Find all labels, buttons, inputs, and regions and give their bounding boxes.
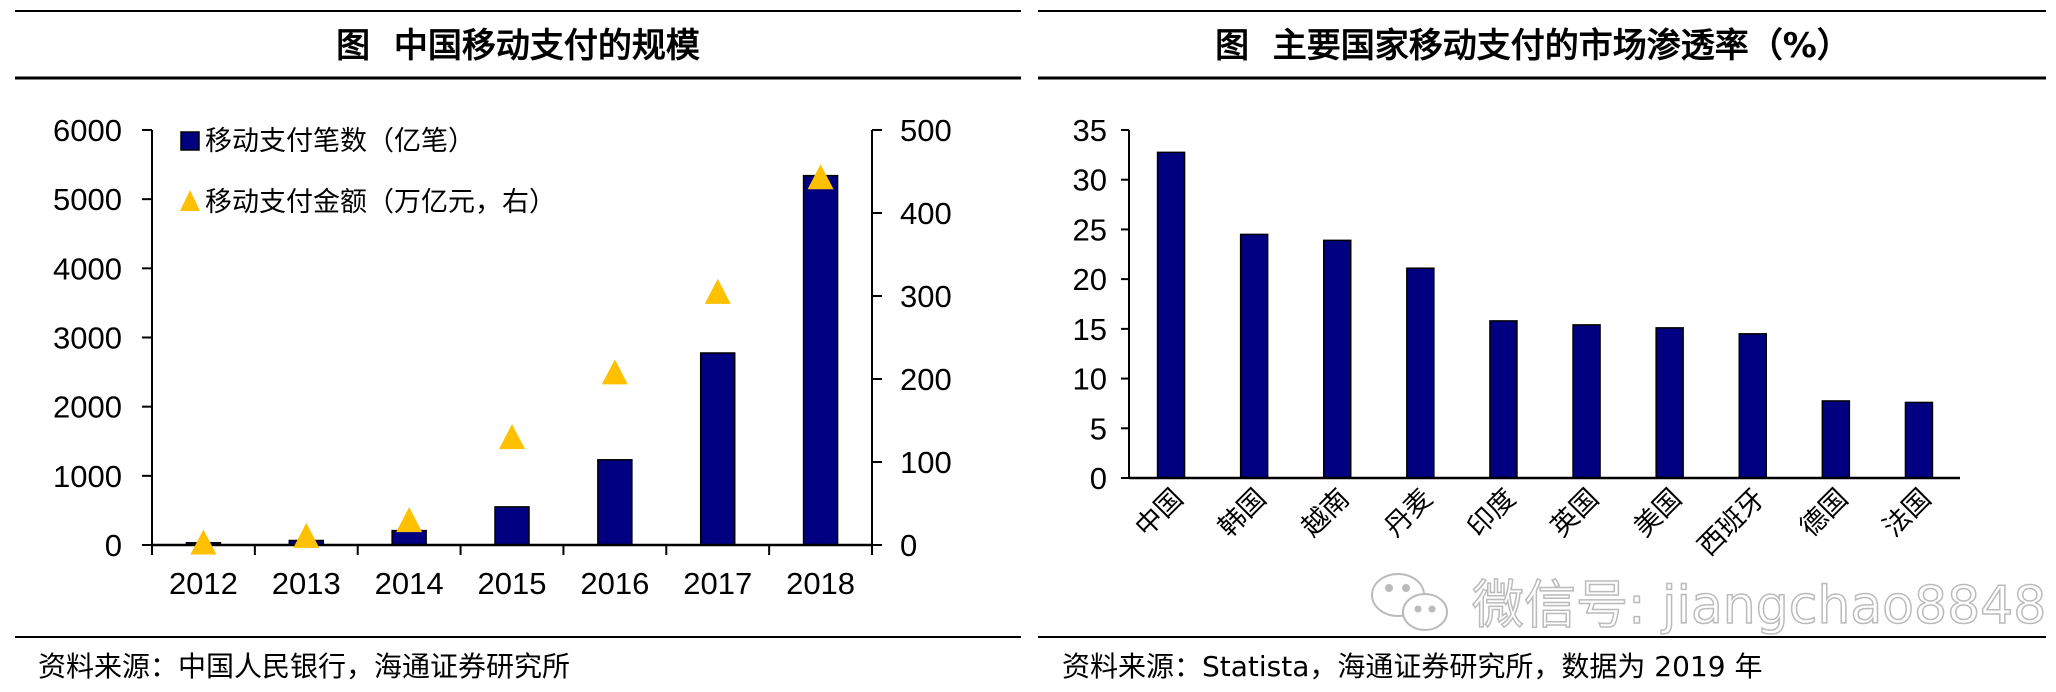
right-y-tick-label: 400 xyxy=(900,196,952,231)
marker-2018 xyxy=(807,164,834,190)
x-tick-label: 德国 xyxy=(1794,483,1854,543)
bar-中国 xyxy=(1156,151,1186,479)
bar-2017 xyxy=(699,352,736,546)
right-chart-title: 图 主要国家移动支付的市场渗透率（%） xyxy=(1215,26,1851,66)
bar-2016 xyxy=(597,459,633,546)
legend-bar-swatch xyxy=(180,131,200,151)
marker-2015 xyxy=(499,424,525,450)
bar-越南 xyxy=(1323,239,1352,479)
marker-2016 xyxy=(601,359,628,385)
legend-triangle-swatch xyxy=(180,190,200,211)
right-y-tick-label: 300 xyxy=(900,279,952,314)
left-plot: 0 1000 2000 3000 4000 5000 6000 0 100 200 300 400 50… xyxy=(53,113,952,601)
bar-西班牙 xyxy=(1738,333,1767,479)
x-tick-label: 2018 xyxy=(786,566,855,601)
bar-德国 xyxy=(1821,400,1851,479)
wechat-icon xyxy=(1371,573,1448,631)
bar-印度 xyxy=(1489,320,1518,479)
right-y-tick-label: 100 xyxy=(900,445,952,480)
x-tick-label: 2016 xyxy=(580,566,649,601)
right-y-tick-label: 0 xyxy=(900,528,917,563)
y-tick-label: 0 xyxy=(1090,461,1107,496)
x-tick-label: 美国 xyxy=(1628,483,1688,543)
x-tick-label: 2015 xyxy=(478,566,547,601)
bar-英国 xyxy=(1572,324,1601,479)
left-y-tick-label: 1000 xyxy=(53,459,122,494)
bar-2015 xyxy=(494,506,530,546)
left-y-tick-label: 3000 xyxy=(53,321,122,356)
x-tick-label: 中国 xyxy=(1129,483,1189,543)
bar-2014 xyxy=(391,529,427,546)
right-source: 资料来源：Statista，海通证券研究所，数据为 2019 年 xyxy=(1062,650,1762,683)
left-y-tick-label: 6000 xyxy=(53,113,122,148)
left-panel: 图 中国移动支付的规模 0 1000 2000 3000 4000 5000 6000 0 10… xyxy=(15,10,1021,683)
y-tick-label: 30 xyxy=(1073,163,1107,198)
legend-label-marker: 移动支付金额（万亿元，右） xyxy=(205,187,556,218)
right-panel: 图 主要国家移动支付的市场渗透率（%） 0 5 10 15 20 25 30 35 中国 韩国 越南… xyxy=(1038,10,2047,683)
left-chart-title: 图 中国移动支付的规模 xyxy=(336,26,700,66)
y-tick-label: 25 xyxy=(1073,212,1107,247)
left-y-tick-label: 0 xyxy=(105,528,122,563)
x-tick-label: 韩国 xyxy=(1212,483,1272,543)
y-tick-label: 15 xyxy=(1073,312,1107,347)
x-tick-label: 西班牙 xyxy=(1692,483,1771,562)
left-y-tick-label: 4000 xyxy=(53,251,122,286)
x-tick-label: 法国 xyxy=(1877,483,1937,543)
legend-label-bar: 移动支付笔数（亿笔） xyxy=(205,126,475,157)
bar-美国 xyxy=(1655,327,1684,479)
marker-2012 xyxy=(190,529,217,555)
left-y-tick-label: 2000 xyxy=(53,390,122,425)
y-tick-label: 20 xyxy=(1073,262,1107,297)
x-tick-label: 越南 xyxy=(1296,483,1356,543)
legend: 移动支付笔数（亿笔） 移动支付金额（万亿元，右） xyxy=(180,126,556,218)
x-tick-label: 英国 xyxy=(1545,483,1605,543)
x-tick-label: 2012 xyxy=(169,566,238,601)
bar-韩国 xyxy=(1239,233,1269,479)
right-plot: 0 5 10 15 20 25 30 35 中国 韩国 越南 丹麦 印度 英国 美国 西班牙 德国 法国 xyxy=(1073,113,1960,562)
left-y-tick-label: 5000 xyxy=(53,182,122,217)
marker-2013 xyxy=(293,522,320,548)
x-tick-label: 丹麦 xyxy=(1379,483,1439,543)
watermark: 微信号: jiangchao8848 xyxy=(1371,573,2047,637)
x-tick-label: 2014 xyxy=(375,566,444,601)
x-tick-label: 印度 xyxy=(1462,483,1522,543)
y-tick-label: 5 xyxy=(1090,411,1107,446)
y-tick-label: 10 xyxy=(1073,362,1107,397)
right-y-tick-label: 500 xyxy=(900,113,952,148)
x-tick-label: 2017 xyxy=(683,566,752,601)
x-tick-label: 2013 xyxy=(272,566,341,601)
bar-法国 xyxy=(1904,401,1934,479)
y-tick-label: 35 xyxy=(1073,113,1107,148)
marker-2014 xyxy=(396,507,423,533)
bar-2018 xyxy=(802,174,839,546)
marker-2017 xyxy=(704,278,731,304)
left-source: 资料来源：中国人民银行，海通证券研究所 xyxy=(38,650,570,683)
watermark-text: 微信号: jiangchao8848 xyxy=(1472,576,2046,636)
right-y-tick-label: 200 xyxy=(900,362,952,397)
bar-丹麦 xyxy=(1406,267,1435,479)
